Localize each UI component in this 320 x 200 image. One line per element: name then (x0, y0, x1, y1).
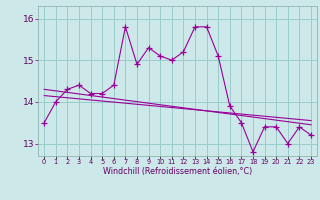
X-axis label: Windchill (Refroidissement éolien,°C): Windchill (Refroidissement éolien,°C) (103, 167, 252, 176)
